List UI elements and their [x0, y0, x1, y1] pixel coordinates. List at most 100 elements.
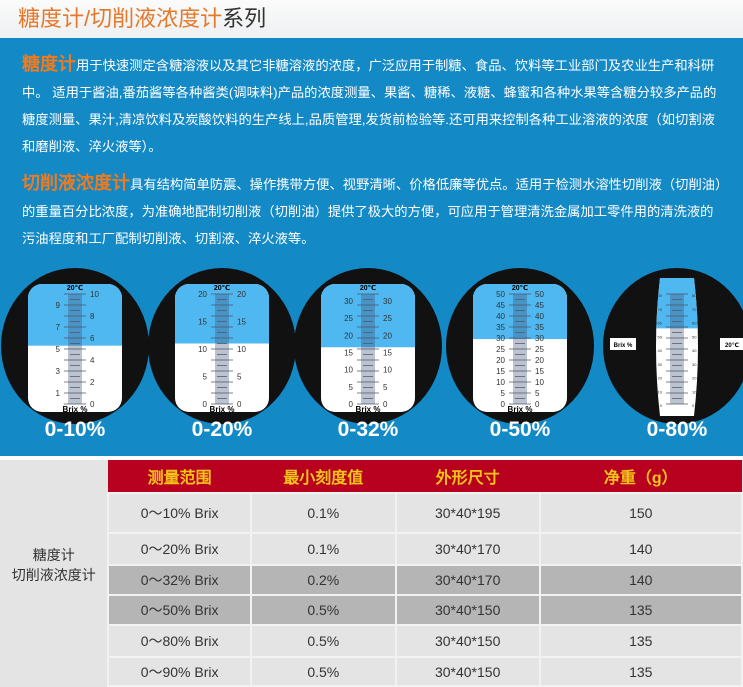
left-scale-label: 20 — [496, 356, 505, 365]
right-scale-label: 5 — [383, 383, 388, 392]
right-scale-label: 20 — [535, 356, 544, 365]
right-scale-label: 25 — [383, 314, 392, 323]
gauge-range-label: 0-80% — [646, 418, 708, 441]
temp-label: 20℃ — [360, 284, 376, 292]
left-scale-label: 25 — [496, 345, 505, 354]
intro-sugar-heading: 糖度计 — [22, 54, 76, 74]
temp-label: 20℃ — [67, 284, 83, 292]
right-scale-label: 15 — [237, 318, 246, 327]
unit-label: Brix % — [63, 405, 88, 414]
table-row: 0～90% Brix 0.5% 30*40*150 135 — [0, 656, 743, 687]
right-scale-label: 50 — [692, 334, 697, 339]
temp-label: 20℃ — [725, 342, 739, 349]
temp-box — [720, 338, 743, 350]
right-scale-label: 20 — [383, 331, 392, 340]
temp-label: 20℃ — [512, 284, 528, 292]
left-scale-label: 5 — [349, 383, 354, 392]
left-scale-label: 25 — [344, 314, 353, 323]
range-cell: 0～90% Brix — [107, 656, 252, 687]
left-scale-label: 15 — [344, 348, 353, 357]
right-scale-label: 10 — [692, 389, 697, 394]
gauge-range-label: 0-10% — [44, 418, 106, 441]
left-scale-label: 15 — [198, 318, 207, 327]
gauge-4: 80 70 60 50 40 30 20 10 0 80 70 60 50 40 30 20 10 0 Brix %… — [603, 268, 743, 424]
left-scale-label: 1 — [56, 389, 61, 398]
left-scale-label: 0 — [501, 400, 506, 409]
dimensions-cell: 30*40*170 — [394, 564, 541, 596]
min-scale-cell: 0.5% — [249, 624, 397, 658]
gauge-3: 5045403530252015105050454035302520151050… — [446, 268, 594, 424]
weight-cell: 140 — [538, 532, 743, 566]
range-cell: 0～50% Brix — [107, 594, 252, 626]
left-scale-label: 3 — [56, 367, 61, 376]
right-scale-label: 0 — [90, 400, 95, 409]
intro-sugar: 糖度计用于快速测定含糖溶液以及其它非糖溶液的浓度，广泛应用于制糖、食品、饮料等工… — [22, 51, 722, 160]
right-scale-label: 4 — [90, 356, 95, 365]
left-scale-label: 30 — [496, 334, 505, 343]
intro-cutting-heading: 切削液浓度计 — [22, 173, 130, 193]
spec-table: 测量范围 最小刻度值 外形尺寸 净重（g） 糖度计 0～10% Brix 0.1% 3… — [0, 460, 743, 687]
left-scale-label: 15 — [496, 367, 505, 376]
table-row: 糖度计 0～10% Brix 0.1% 30*40*195 150 — [0, 492, 743, 565]
right-scale-label: 30 — [383, 297, 392, 306]
col-dimensions: 外形尺寸 — [395, 460, 540, 493]
right-scale-label: 5 — [535, 389, 540, 398]
left-scale-label: 10 — [658, 389, 663, 394]
left-scale-label: 0 — [203, 400, 208, 409]
min-scale-cell: 0.5% — [249, 594, 397, 626]
weight-cell: 135 — [538, 594, 743, 626]
col-range: 测量范围 — [108, 460, 251, 493]
right-scale-label: 10 — [383, 366, 392, 375]
left-scale-label: 10 — [198, 345, 207, 354]
temp-label: 20℃ — [214, 284, 230, 292]
left-scale-label: 50 — [496, 290, 505, 299]
range-cell: 0～10% Brix — [107, 492, 252, 534]
weight-cell: 135 — [538, 624, 743, 658]
category-blank — [0, 625, 109, 686]
weight-cell: 140 — [538, 564, 743, 596]
right-scale-label: 0 — [237, 400, 242, 409]
page-title: 糖度计/切削液浓度计系列 — [0, 0, 743, 38]
right-scale-label: 15 — [535, 367, 544, 376]
min-scale-cell: 0.1% — [249, 492, 397, 534]
table-row: 0～20% Brix 0.1% 30*40*170 140 — [0, 532, 743, 566]
dimensions-cell: 30*40*195 — [394, 492, 541, 534]
intro-sugar-text: 用于快速测定含糖溶液以及其它非糖溶液的浓度，广泛应用于制糖、食品、饮料等工业部门… — [22, 58, 717, 154]
field-blue-reading — [473, 284, 567, 340]
category-label: 糖度计 — [0, 493, 109, 565]
right-scale-label: 20 — [237, 290, 246, 299]
left-scale-label: 20 — [344, 331, 353, 340]
col-min-scale: 最小刻度值 — [250, 460, 396, 493]
field-of-view: 20 15 10 5 0 20 15 10 5 0 20℃ Brix % — [175, 284, 269, 412]
gauge-range-label: 0-32% — [337, 418, 399, 441]
right-scale-label: 60 — [692, 321, 697, 326]
title-rest: 系列 — [222, 6, 267, 31]
left-scale-label: 30 — [344, 297, 353, 306]
left-scale-label: 60 — [658, 321, 663, 326]
right-scale-label: 15 — [383, 348, 392, 357]
col-weight: 净重（g） — [539, 460, 742, 493]
unit-label: Brix % — [508, 405, 533, 414]
table-row: 0～80% Brix 0.5% 30*40*150 135 — [0, 624, 743, 686]
field-of-view: 80 70 60 50 40 30 20 10 0 80 70 60 50 40 30 20 10 0 — [656, 278, 698, 416]
left-scale-label: 30 — [658, 362, 663, 367]
unit-label: Brix % — [356, 405, 381, 414]
min-scale-cell: 0.1% — [249, 532, 397, 566]
right-scale-label: 50 — [535, 290, 544, 299]
right-scale-label: 8 — [90, 312, 95, 321]
left-scale-label: 5 — [203, 373, 208, 382]
left-scale-label: 10 — [344, 366, 353, 375]
right-scale-label: 30 — [692, 362, 697, 367]
right-scale-label: 25 — [535, 345, 544, 354]
intro-cutting-text: 具有结构简单防震、操作携带方便、视野清晰、价格低廉等优点。适用于检测水溶性切削液… — [22, 177, 722, 246]
left-scale-label: 5 — [501, 389, 506, 398]
range-cell: 0～32% Brix — [107, 564, 252, 596]
right-scale-label: 40 — [692, 348, 697, 353]
right-scale-label: 10 — [90, 290, 99, 299]
left-scale-label: 20 — [658, 376, 663, 381]
gauge-2: 30 25 20 15 10 5 0 30 25 20 15 10 5 0 20℃ Brix % — [294, 268, 442, 424]
field-of-view: 5045403530252015105050454035302520151050… — [473, 284, 567, 414]
unit-box — [610, 338, 636, 350]
right-scale-label: 20 — [692, 376, 697, 381]
title-accent: 糖度计/切削液浓度计 — [18, 6, 223, 31]
